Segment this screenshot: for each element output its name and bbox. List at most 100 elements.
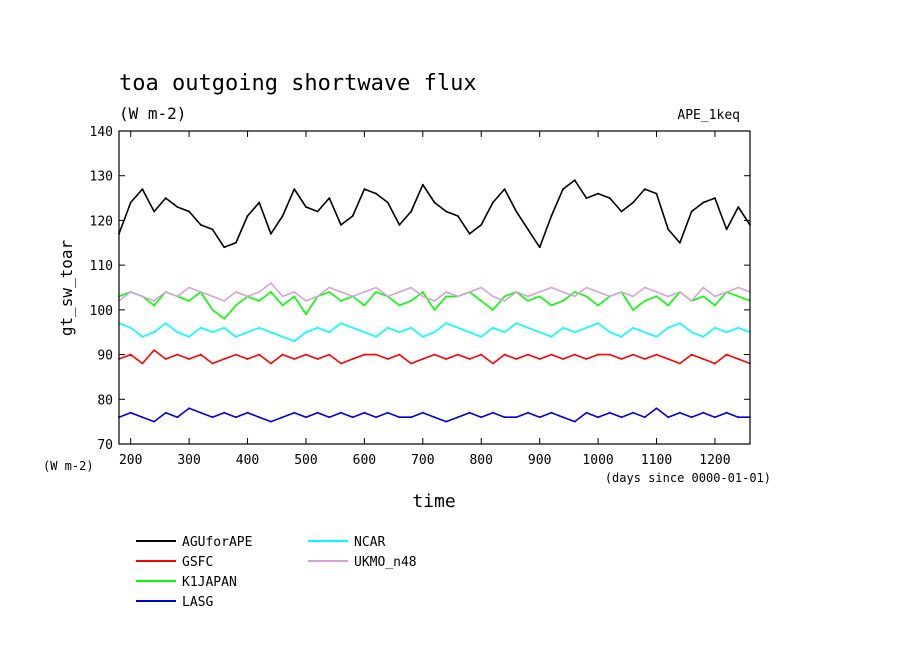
data-point: [608, 295, 611, 298]
data-point: [503, 188, 506, 191]
data-point: [433, 353, 436, 356]
data-point: [538, 295, 541, 298]
data-point: [316, 411, 319, 414]
data-point: [725, 353, 728, 356]
data-point: [246, 411, 249, 414]
x-tick-label: 600: [353, 453, 376, 468]
data-point: [597, 416, 599, 419]
data-point: [456, 215, 459, 217]
data-point: [293, 295, 296, 298]
data-point: [129, 201, 132, 204]
data-point: [527, 300, 529, 302]
data-point: [176, 353, 179, 356]
data-point: [725, 411, 728, 414]
x-tick-label: 200: [119, 453, 142, 468]
data-point: [503, 300, 506, 302]
legend-label: LASG: [182, 595, 213, 610]
data-point: [445, 358, 448, 360]
data-point: [597, 353, 599, 356]
data-point: [550, 304, 553, 307]
data-point: [223, 326, 226, 329]
data-point: [456, 326, 459, 329]
data-point: [164, 197, 167, 199]
data-point: [188, 407, 191, 410]
data-point: [725, 331, 728, 334]
y-tick-label: 110: [90, 259, 113, 274]
data-point: [153, 300, 155, 302]
data-point: [550, 353, 553, 356]
data-point: [562, 188, 564, 191]
data-point: [620, 291, 623, 293]
data-point: [433, 308, 436, 311]
chart-subtitle: (W m-2): [119, 104, 186, 123]
data-point: [632, 411, 635, 414]
data-point: [503, 295, 506, 298]
data-point: [678, 291, 681, 293]
data-point: [690, 331, 693, 334]
data-point: [527, 295, 529, 298]
data-point: [667, 326, 670, 329]
data-point: [480, 224, 483, 226]
data-point: [340, 362, 342, 365]
data-point: [515, 210, 518, 213]
data-point: [281, 304, 284, 307]
data-point: [398, 353, 401, 356]
data-point: [550, 335, 553, 338]
data-point: [164, 322, 167, 325]
data-point: [398, 416, 401, 419]
data-point: [433, 300, 436, 302]
x-tick-label: 1000: [582, 453, 613, 468]
data-point: [678, 241, 681, 244]
data-point: [375, 335, 377, 338]
data-point: [445, 420, 448, 423]
data-point: [608, 353, 611, 356]
data-point: [632, 295, 635, 298]
data-point: [573, 353, 576, 356]
data-point: [141, 295, 144, 298]
data-point: [375, 416, 377, 419]
data-point: [655, 335, 658, 338]
data-point: [305, 206, 307, 208]
data-point: [562, 291, 564, 293]
data-point: [667, 358, 670, 360]
data-point: [223, 317, 226, 320]
data-point: [223, 300, 226, 302]
data-point: [737, 286, 740, 289]
data-point: [515, 358, 518, 360]
data-point: [246, 295, 249, 298]
data-point: [386, 295, 389, 298]
data-point: [573, 331, 576, 334]
series-line-lasg: [118, 407, 750, 423]
x-axis-unit: (days since 0000-01-01): [605, 471, 771, 485]
data-point: [328, 331, 331, 334]
data-point: [480, 286, 483, 289]
data-point: [562, 326, 564, 329]
data-point: [492, 326, 494, 329]
data-point: [737, 295, 740, 298]
x-tick-label: 900: [528, 453, 551, 468]
data-point: [643, 358, 646, 360]
data-point: [643, 188, 646, 191]
data-point: [573, 291, 576, 293]
data-point: [164, 411, 167, 414]
data-point: [445, 210, 448, 213]
data-point: [398, 331, 401, 334]
data-point: [129, 291, 132, 293]
data-point: [702, 358, 705, 360]
x-tick-label: 800: [469, 453, 492, 468]
data-point: [211, 295, 214, 298]
data-point: [690, 353, 693, 356]
data-point: [199, 411, 202, 414]
data-point: [737, 326, 740, 329]
data-point: [597, 192, 599, 195]
data-point: [386, 411, 389, 414]
data-point: [632, 201, 635, 204]
data-point: [690, 300, 693, 302]
data-point: [702, 286, 705, 289]
data-point: [293, 340, 296, 343]
data-point: [188, 210, 191, 213]
data-point: [433, 201, 436, 204]
data-point: [199, 291, 202, 293]
legend-label: AGUforAPE: [182, 535, 252, 550]
